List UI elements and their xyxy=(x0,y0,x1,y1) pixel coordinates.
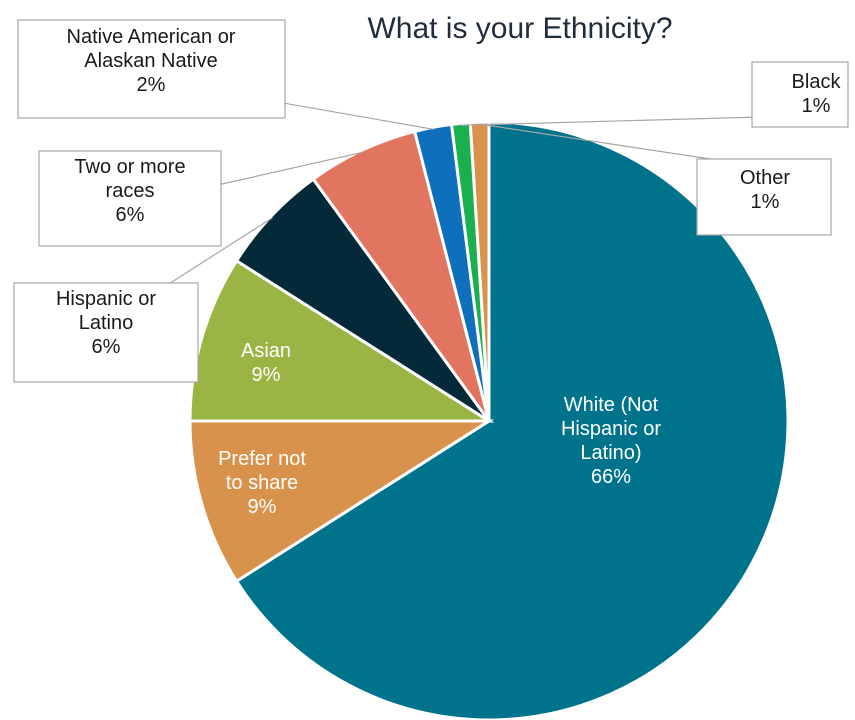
callout-box-native-american-or-alaskan-native xyxy=(17,19,286,119)
slice-label-other: Other 1% xyxy=(740,167,790,213)
callout-box-two-or-more-races xyxy=(38,150,222,247)
leader-line-other xyxy=(479,123,711,160)
chart-title: What is your Ethnicity? xyxy=(367,12,672,45)
slice-label-asian: Asian 9% xyxy=(241,340,291,386)
slice-label-white-not-hispanic-or-latino: White (Not Hispanic or Latino) 66% xyxy=(561,394,661,488)
leader-line-native-american-or-alaskan-native xyxy=(284,102,434,130)
leader-lines xyxy=(170,102,753,284)
pie-slice-white-not-hispanic-or-latino xyxy=(234,120,790,720)
callout-box-black xyxy=(751,61,849,128)
slice-label-hispanic-or-latino: Hispanic or Latino 6% xyxy=(56,288,156,358)
leader-line-hispanic-or-latino xyxy=(170,217,273,284)
callout-box-other xyxy=(696,158,832,236)
slice-label-black: Black 1% xyxy=(792,71,842,117)
pie-slices xyxy=(188,120,790,720)
slice-labels: White (Not Hispanic or Latino) 66% Prefer no… xyxy=(13,19,849,518)
slice-label-native-american-or-alaskan-native: Native American or Alaskan Native 2% xyxy=(67,26,236,96)
leader-line-black xyxy=(460,116,753,126)
callout-box-hispanic-or-latino xyxy=(13,282,199,383)
leader-line-two-or-more-races xyxy=(220,151,363,185)
pie-slice-prefer-not-to-share xyxy=(188,419,495,584)
slice-label-two-or-more-races: Two or more races 6% xyxy=(74,156,185,226)
pie-slice-asian xyxy=(188,258,495,423)
pie-slice-other xyxy=(468,120,491,422)
slice-label-prefer-not-to-share: Prefer not to share 9% xyxy=(218,448,306,518)
